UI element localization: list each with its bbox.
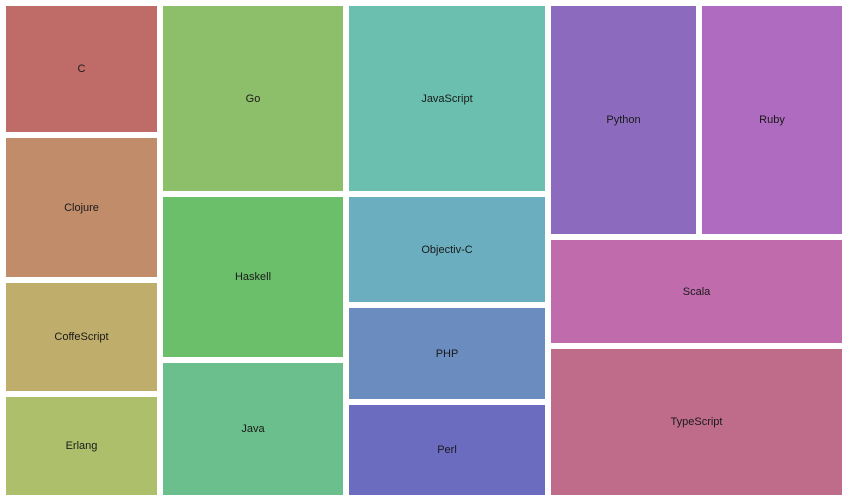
treemap-cell-go[interactable]: Go	[163, 6, 343, 191]
treemap-cell-erlang[interactable]: Erlang	[6, 397, 157, 495]
treemap-cell-php[interactable]: PHP	[349, 308, 545, 399]
treemap-cell-ruby[interactable]: Ruby	[702, 6, 842, 234]
treemap-cell-c[interactable]: C	[6, 6, 157, 132]
treemap-cell-label: Haskell	[234, 271, 272, 283]
treemap-cell-label: Erlang	[65, 440, 98, 452]
treemap-cell-java[interactable]: Java	[163, 363, 343, 495]
treemap-cell-label: TypeScript	[670, 416, 723, 428]
treemap-cell-haskell[interactable]: Haskell	[163, 197, 343, 357]
treemap-cell-label: Objectiv-C	[421, 243, 473, 256]
treemap-cell-label: Ruby	[759, 114, 785, 126]
treemap-cell-javascript[interactable]: JavaScript	[349, 6, 545, 191]
treemap-cell-label: CoffeScript	[54, 331, 109, 343]
treemap-cell-scala[interactable]: Scala	[551, 240, 842, 343]
treemap-cell-coffescript[interactable]: CoffeScript	[6, 283, 157, 391]
treemap-cell-label: Scala	[682, 285, 711, 298]
treemap-cell-perl[interactable]: Perl	[349, 405, 545, 495]
treemap-cell-clojure[interactable]: Clojure	[6, 138, 157, 277]
treemap-cell-objectiv-c[interactable]: Objectiv-C	[349, 197, 545, 302]
treemap-cell-label: Go	[245, 92, 261, 105]
treemap-cell-label: C	[77, 63, 86, 75]
treemap-cell-typescript[interactable]: TypeScript	[551, 349, 842, 495]
treemap-cell-label: PHP	[435, 347, 459, 360]
treemap-cell-label: Perl	[437, 444, 457, 456]
treemap-cell-label: Java	[241, 423, 265, 435]
treemap-cell-python[interactable]: Python	[551, 6, 696, 234]
treemap-cell-label: Clojure	[64, 201, 99, 214]
treemap-cell-label: JavaScript	[421, 92, 473, 105]
treemap-cell-label: Python	[606, 114, 641, 126]
